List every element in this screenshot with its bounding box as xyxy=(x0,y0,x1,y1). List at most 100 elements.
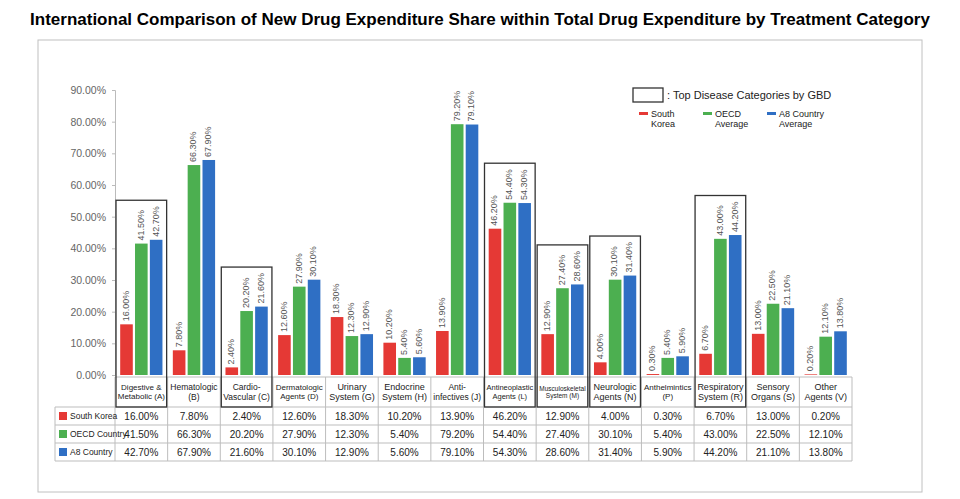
bar xyxy=(150,240,163,375)
table-swatch xyxy=(59,430,67,438)
data-label: 5.40% xyxy=(399,329,409,355)
table-col-line xyxy=(852,377,853,461)
bar xyxy=(188,165,201,375)
panel-frame xyxy=(38,40,922,492)
y-tick-mark xyxy=(112,90,115,91)
bar xyxy=(331,317,344,375)
data-labels: 16.00%7.80%2.40%12.60%18.30%10.20%13.90%… xyxy=(121,91,845,372)
bar xyxy=(346,336,359,375)
table-row-line xyxy=(55,443,852,444)
highlight-boxes xyxy=(116,163,746,407)
table-col-line xyxy=(483,377,484,461)
x-tick-label-line: Sensory xyxy=(757,382,791,392)
table-cell: 6.70% xyxy=(706,411,734,422)
x-tick-label: RespiratorySystem (R) xyxy=(697,382,744,402)
data-label: 27.90% xyxy=(294,253,304,284)
legend-swatch xyxy=(767,112,776,115)
y-tick-label: 0.00% xyxy=(76,369,106,381)
table-cell: 10.20% xyxy=(388,411,422,422)
legend-swatch xyxy=(703,112,712,115)
y-tick-mark xyxy=(112,217,115,218)
bar xyxy=(466,125,479,375)
x-tick-label-line: Respiratory xyxy=(697,382,744,392)
x-tick-label-line: System (G) xyxy=(329,392,375,402)
table-row-line xyxy=(55,425,852,426)
table-col-line xyxy=(746,377,747,461)
legend-label-line: Average xyxy=(779,119,812,129)
bar xyxy=(173,350,186,375)
table-col-line xyxy=(325,377,326,461)
highlight-box xyxy=(221,267,272,407)
x-tick-label-line: System (R) xyxy=(698,392,743,402)
data-label: 22.50% xyxy=(767,270,777,301)
table-cell: 79.10% xyxy=(440,447,474,458)
table-cell: 5.90% xyxy=(654,447,682,458)
x-tick-label: EndocrineSystem (H) xyxy=(382,382,427,402)
bar xyxy=(436,331,449,375)
x-tick-label: Digestive &Metabolic (A) xyxy=(118,383,165,401)
y-axis: 0.00%10.00%20.00%30.00%40.00%50.00%60.00… xyxy=(70,84,115,381)
y-tick-mark xyxy=(112,280,115,281)
table-swatch xyxy=(59,448,67,456)
legend-label: A8 CountryAverage xyxy=(779,109,825,129)
table-cell: 13.00% xyxy=(756,411,790,422)
y-tick: 0.00% xyxy=(76,369,115,381)
x-tick-label: AntineoplasticAgents (L) xyxy=(486,383,533,401)
table-cell: 66.30% xyxy=(177,429,211,440)
bar xyxy=(647,374,660,375)
bar xyxy=(518,203,531,375)
y-tick: 70.00% xyxy=(70,147,115,159)
table-cell: 18.30% xyxy=(335,411,369,422)
x-tick-label-line: Neurologic xyxy=(594,382,638,392)
bar xyxy=(571,284,584,375)
table-cell: 2.40% xyxy=(232,411,260,422)
x-tick-label-line: Agents (N) xyxy=(594,392,637,402)
table-cell: 30.10% xyxy=(598,429,632,440)
y-tick-label: 40.00% xyxy=(70,242,106,254)
x-tick-label-line: Agents (L) xyxy=(493,392,528,401)
data-label: 79.10% xyxy=(466,91,476,122)
table-cell: 67.90% xyxy=(177,447,211,458)
x-tick-label-line: Organs (S) xyxy=(751,392,795,402)
y-tick-label: 20.00% xyxy=(70,306,106,318)
y-tick-label: 50.00% xyxy=(70,211,106,223)
bar xyxy=(120,324,133,375)
bar xyxy=(729,235,742,375)
x-tick-label-line: Vascular (C) xyxy=(223,392,270,402)
data-label: 0.20% xyxy=(805,346,815,372)
y-tick-mark xyxy=(112,122,115,123)
data-label: 28.60% xyxy=(572,251,582,282)
data-table: Digestive &Metabolic (A)Hematologic(B)Ca… xyxy=(55,377,852,461)
data-label: 5.60% xyxy=(414,329,424,355)
table-col-line xyxy=(378,377,379,461)
y-tick-label: 80.00% xyxy=(70,116,106,128)
y-tick-mark xyxy=(112,153,115,154)
legend-label-line: South xyxy=(651,109,675,119)
x-tick-label-line: Other xyxy=(814,382,837,392)
data-label: 5.40% xyxy=(662,329,672,355)
data-label: 16.00% xyxy=(121,291,131,322)
y-tick-label: 70.00% xyxy=(70,147,106,159)
y-tick-mark xyxy=(112,185,115,186)
data-label: 12.10% xyxy=(820,303,830,334)
x-tick-label-line: Anti- xyxy=(448,382,466,392)
y-tick: 40.00% xyxy=(70,242,115,254)
x-tick-label-line: Urinary xyxy=(337,382,367,392)
bar xyxy=(451,124,464,375)
table-cell: 5.60% xyxy=(390,447,418,458)
data-label: 5.90% xyxy=(677,328,687,354)
bar xyxy=(609,280,622,375)
legend-highlight-label: : Top Disease Categories by GBD xyxy=(667,89,831,101)
bar xyxy=(293,287,306,375)
data-label: 7.80% xyxy=(174,322,184,348)
y-tick-label: 10.00% xyxy=(70,337,106,349)
x-tick-label-line: (B) xyxy=(188,392,200,402)
y-tick-label: 90.00% xyxy=(70,84,106,96)
table-cell: 13.80% xyxy=(809,447,843,458)
table-cell: 41.50% xyxy=(124,429,158,440)
data-label: 46.20% xyxy=(489,195,499,226)
data-label: 79.20% xyxy=(452,91,462,122)
bar xyxy=(594,362,607,375)
table-swatch xyxy=(59,412,67,420)
highlight-box xyxy=(537,245,588,407)
